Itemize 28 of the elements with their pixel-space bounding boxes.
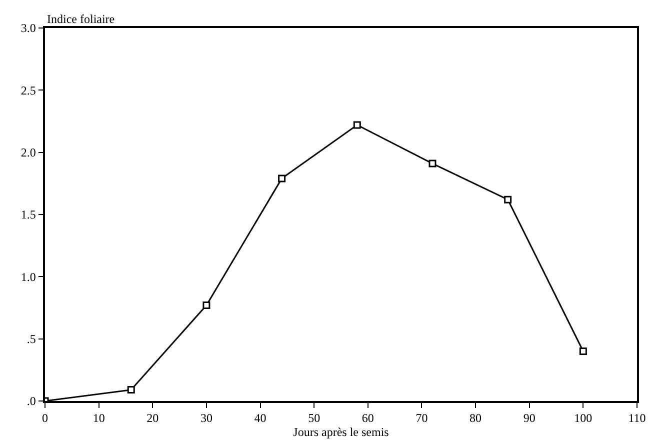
point xyxy=(278,174,286,182)
x-tick-label: 0 xyxy=(42,411,48,426)
x-tick-label: 40 xyxy=(254,411,266,426)
y-tick-label: .5 xyxy=(26,332,36,346)
point xyxy=(127,386,135,394)
x-tick-label: 70 xyxy=(416,411,428,426)
x-tick-label: 20 xyxy=(146,411,159,426)
x-tick-label: 60 xyxy=(362,411,374,426)
y-tick-label: 1.0 xyxy=(20,270,36,284)
y-tick-label: 2.5 xyxy=(20,83,36,98)
x-tick-label: 110 xyxy=(628,411,646,426)
point xyxy=(353,121,361,129)
y-tick-label: 3.0 xyxy=(20,21,36,36)
point xyxy=(202,302,210,310)
point xyxy=(428,160,436,168)
x-tick-label: 10 xyxy=(92,411,105,426)
x-tick-label: 90 xyxy=(523,411,536,426)
x-tick-label: 30 xyxy=(200,411,212,426)
x-tick-label: 100 xyxy=(574,411,592,426)
y-axis-title: Indice foliaire xyxy=(47,12,115,26)
y-tick-label: 2.0 xyxy=(20,146,36,160)
y-tick-label: .0 xyxy=(26,394,36,408)
point xyxy=(579,348,587,356)
x-tick-label: 50 xyxy=(308,411,320,426)
y-tick-label: 1.5 xyxy=(20,208,36,222)
x-axis-title: Jours après le semis xyxy=(293,425,390,440)
x-tick-label: 80 xyxy=(470,411,482,426)
point xyxy=(504,196,512,204)
